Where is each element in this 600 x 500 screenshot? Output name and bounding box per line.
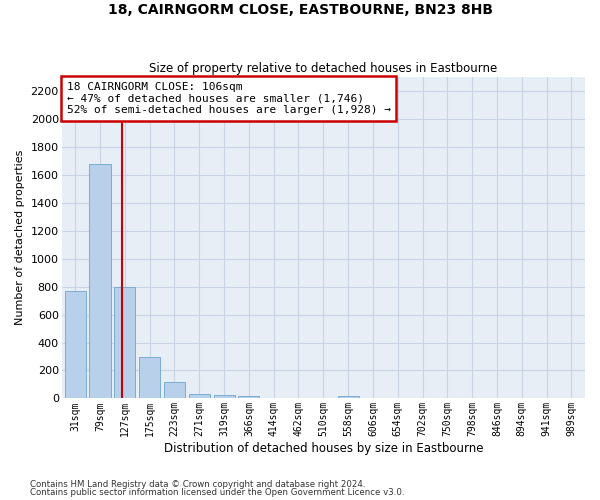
- Bar: [338, 396, 359, 398]
- X-axis label: Distribution of detached houses by size in Eastbourne: Distribution of detached houses by size …: [164, 442, 483, 455]
- Bar: [189, 394, 210, 398]
- Text: 18 CAIRNGORM CLOSE: 106sqm
← 47% of detached houses are smaller (1,746)
52% of s: 18 CAIRNGORM CLOSE: 106sqm ← 47% of deta…: [67, 82, 391, 115]
- Bar: [65, 291, 86, 399]
- Title: Size of property relative to detached houses in Eastbourne: Size of property relative to detached ho…: [149, 62, 497, 74]
- Bar: [114, 286, 136, 399]
- Text: Contains HM Land Registry data © Crown copyright and database right 2024.: Contains HM Land Registry data © Crown c…: [30, 480, 365, 489]
- Text: 18, CAIRNGORM CLOSE, EASTBOURNE, BN23 8HB: 18, CAIRNGORM CLOSE, EASTBOURNE, BN23 8H…: [107, 2, 493, 16]
- Bar: [214, 395, 235, 398]
- Bar: [238, 396, 259, 398]
- Bar: [89, 164, 110, 398]
- Text: Contains public sector information licensed under the Open Government Licence v3: Contains public sector information licen…: [30, 488, 404, 497]
- Y-axis label: Number of detached properties: Number of detached properties: [15, 150, 25, 326]
- Bar: [164, 382, 185, 398]
- Bar: [139, 356, 160, 399]
